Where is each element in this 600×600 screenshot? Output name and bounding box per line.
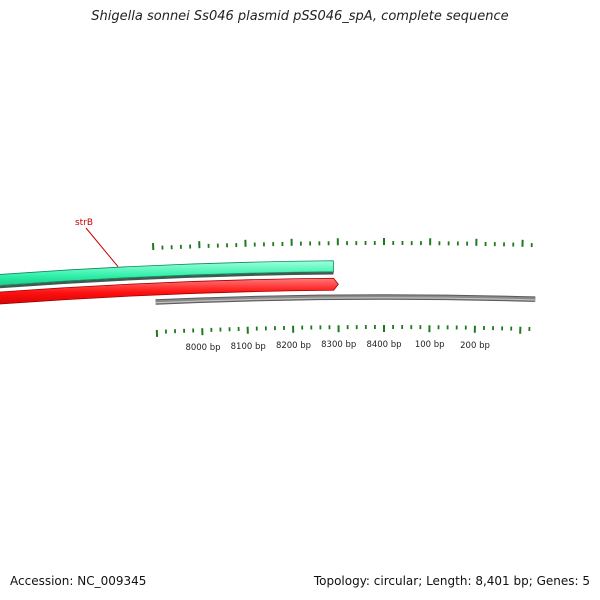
backbone-arc [155,295,536,304]
tick-label-8100: 8100 bp [231,342,266,352]
feature-track-shadow [0,271,334,289]
tick-label-8200: 8200 bp [276,341,311,351]
gene-label-strB: strB [75,218,93,228]
inner-tick-ring [155,325,531,337]
tick-label-100: 100 bp [415,340,445,350]
tick-label-200: 200 bp [460,341,490,351]
feature-track-outer [0,260,334,289]
accession-label: Accession: NC_009345 [10,574,147,588]
feature-track-inner [0,277,339,305]
gene-labels: strB [75,218,119,268]
tick-label-8300: 8300 bp [321,340,356,350]
gene-label-leader [85,227,119,268]
feature-arrow-0 [0,277,339,305]
sequence-summary: Topology: circular; Length: 8,401 bp; Ge… [313,574,590,588]
tick-label-8000: 8000 bp [185,343,220,353]
outer-tick-ring [152,238,533,251]
backbone-highlight [155,297,536,304]
map-title: Shigella sonnei Ss046 plasmid pSS046_spA… [91,9,509,24]
plasmid-backbone [155,294,536,305]
feature-arrow-1 [0,260,334,286]
tick-labels: 8000 bp 8100 bp 8200 bp 8300 bp 8400 bp 100 b… [185,340,489,353]
tick-label-8400: 8400 bp [366,340,401,350]
